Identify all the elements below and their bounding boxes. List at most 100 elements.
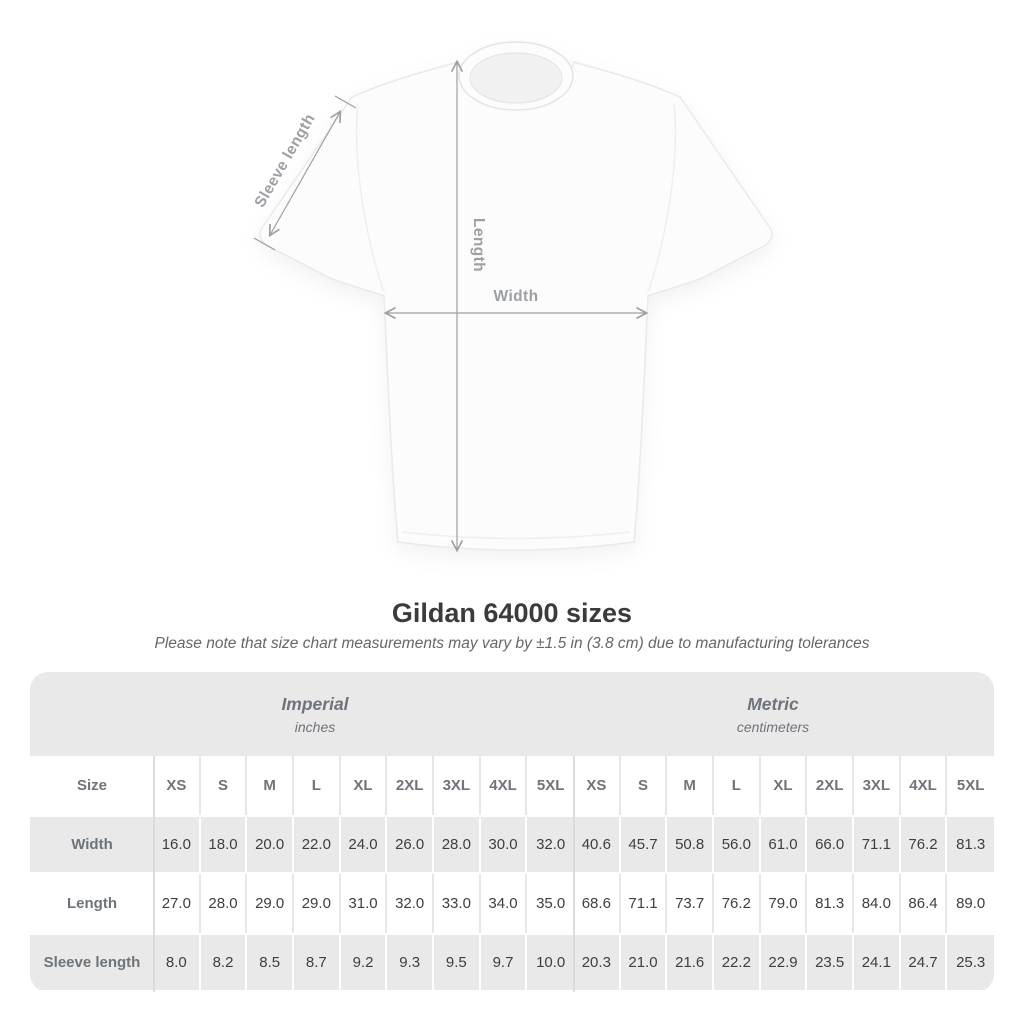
cell-length-imperial: 28.0: [200, 874, 248, 933]
cell-width-imperial: 16.0: [154, 815, 201, 874]
cell-length-imperial: 34.0: [480, 874, 528, 933]
cell-length-imperial: 29.0: [294, 874, 341, 933]
size-header-imperial-3xl: 3XL: [434, 756, 481, 815]
cell-length-metric: 71.1: [620, 874, 668, 933]
size-header-metric-5xl: 5XL: [947, 756, 994, 815]
cell-length-imperial: 32.0: [387, 874, 434, 933]
cell-sleeve-length-imperial: 9.5: [434, 933, 481, 992]
cell-sleeve-length-metric: 21.0: [620, 933, 668, 992]
size-table-grid: Size XS S M L XL 2XL 3XL 4XL 5XL XS S M L XL 2XL 3XL 4XL 5…: [30, 756, 994, 992]
cell-sleeve-length-metric: 22.9: [760, 933, 808, 992]
cell-width-metric: 81.3: [947, 815, 994, 874]
cell-width-imperial: 26.0: [387, 815, 434, 874]
page-title: Gildan 64000 sizes: [391, 598, 633, 628]
cell-sleeve-length-imperial: 8.0: [154, 933, 201, 992]
cell-width-metric: 45.7: [620, 815, 668, 874]
label-column-divider: [153, 756, 155, 992]
cell-sleeve-length-imperial: 8.5: [247, 933, 294, 992]
tshirt-diagram: Width Length Sleeve length: [251, 41, 773, 553]
imperial-metric-divider: [573, 756, 575, 992]
cell-length-metric: 89.0: [947, 874, 994, 933]
cell-width-metric: 76.2: [900, 815, 948, 874]
size-header-imperial-4xl: 4XL: [480, 756, 528, 815]
sleeve-measure-arrow: [268, 109, 342, 238]
size-header-metric-3xl: 3XL: [854, 756, 901, 815]
size-header-metric-l: L: [714, 756, 761, 815]
cell-width-metric: 61.0: [760, 815, 808, 874]
metric-header: Metric centimeters: [574, 672, 994, 756]
cell-length-metric: 84.0: [854, 874, 901, 933]
sleeve-measure-cap-top: [334, 95, 357, 109]
tshirt-image: [259, 41, 773, 551]
imperial-unit: inches: [294, 718, 336, 735]
right-armhole-seam: [647, 103, 677, 293]
cell-length-imperial: 33.0: [434, 874, 481, 933]
size-header-imperial-l: L: [294, 756, 341, 815]
cell-sleeve-length-metric: 24.7: [900, 933, 948, 992]
cell-sleeve-length-metric: 23.5: [807, 933, 854, 992]
size-header-imperial-5xl: 5XL: [527, 756, 574, 815]
cell-width-metric: 71.1: [854, 815, 901, 874]
page-subtitle: Please note that size chart measurements…: [154, 635, 870, 652]
size-header-imperial-2xl: 2XL: [387, 756, 434, 815]
size-header-metric-s: S: [620, 756, 668, 815]
metric-unit: centimeters: [736, 718, 810, 735]
cell-width-imperial: 22.0: [294, 815, 341, 874]
size-header-metric-xl: XL: [760, 756, 808, 815]
cell-length-metric: 68.6: [574, 874, 621, 933]
cell-length-metric: 81.3: [807, 874, 854, 933]
cell-width-metric: 56.0: [714, 815, 761, 874]
unit-header-band: Imperial inches Metric centimeters: [30, 672, 994, 756]
left-armhole-seam: [355, 103, 385, 293]
metric-label: Metric: [747, 693, 799, 714]
cell-width-imperial: 18.0: [200, 815, 248, 874]
size-header-imperial-m: M: [247, 756, 294, 815]
row-label-sleeve-length: Sleeve length: [30, 933, 154, 992]
cell-length-metric: 79.0: [760, 874, 808, 933]
size-column-header: Size: [30, 756, 154, 815]
cell-width-imperial: 20.0: [247, 815, 294, 874]
cell-width-metric: 40.6: [574, 815, 621, 874]
cell-sleeve-length-metric: 25.3: [947, 933, 994, 992]
cell-sleeve-length-imperial: 9.3: [387, 933, 434, 992]
collar-opening: [469, 52, 563, 104]
hem-stitch: [401, 531, 631, 540]
cell-length-imperial: 29.0: [247, 874, 294, 933]
cell-sleeve-length-imperial: 8.2: [200, 933, 248, 992]
size-header-imperial-s: S: [200, 756, 248, 815]
cell-width-imperial: 32.0: [527, 815, 574, 874]
cell-sleeve-length-metric: 24.1: [854, 933, 901, 992]
sleeve-measure-cap-bottom: [253, 237, 276, 251]
size-header-imperial-xl: XL: [340, 756, 388, 815]
cell-length-metric: 73.7: [667, 874, 714, 933]
cell-width-imperial: 28.0: [434, 815, 481, 874]
cell-sleeve-length-metric: 22.2: [714, 933, 761, 992]
length-label: Length: [470, 218, 487, 272]
cell-sleeve-length-metric: 21.6: [667, 933, 714, 992]
cell-width-metric: 50.8: [667, 815, 714, 874]
cell-length-imperial: 27.0: [154, 874, 201, 933]
cell-length-metric: 76.2: [714, 874, 761, 933]
imperial-label: Imperial: [281, 693, 349, 714]
cell-length-imperial: 31.0: [340, 874, 388, 933]
cell-width-imperial: 24.0: [340, 815, 388, 874]
imperial-header: Imperial inches: [30, 672, 574, 756]
size-header-metric-xs: XS: [574, 756, 621, 815]
width-label: Width: [494, 288, 539, 305]
size-header-metric-4xl: 4XL: [900, 756, 948, 815]
cell-sleeve-length-imperial: 8.7: [294, 933, 341, 992]
row-label-length: Length: [30, 874, 154, 933]
size-header-metric-2xl: 2XL: [807, 756, 854, 815]
cell-sleeve-length-metric: 20.3: [574, 933, 621, 992]
cell-length-imperial: 35.0: [527, 874, 574, 933]
cell-sleeve-length-imperial: 10.0: [527, 933, 574, 992]
cell-sleeve-length-imperial: 9.7: [480, 933, 528, 992]
size-table: Imperial inches Metric centimeters Size X…: [30, 672, 994, 992]
cell-length-metric: 86.4: [900, 874, 948, 933]
size-header-imperial-xs: XS: [154, 756, 201, 815]
cell-sleeve-length-imperial: 9.2: [340, 933, 388, 992]
size-header-metric-m: M: [667, 756, 714, 815]
cell-width-imperial: 30.0: [480, 815, 528, 874]
row-label-width: Width: [30, 815, 154, 874]
